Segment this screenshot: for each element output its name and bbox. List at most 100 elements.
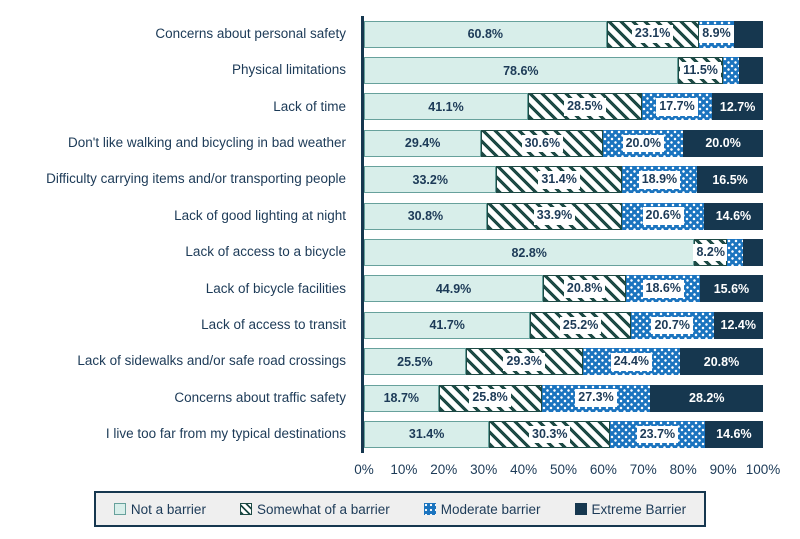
bar-value-label: 41.7% xyxy=(429,318,465,333)
bar-value-label: 41.1% xyxy=(428,99,464,114)
bar-segment-not-a-barrier: 31.4% xyxy=(364,420,490,448)
bar-value-label: 18.7% xyxy=(383,391,420,406)
bar-value-label: 60.8% xyxy=(467,27,504,42)
bar-value-label: 33.2% xyxy=(412,172,448,187)
category-label: Lack of time xyxy=(273,98,346,114)
legend-swatch-icon xyxy=(239,503,252,515)
bar-value-label: 30.6% xyxy=(521,134,564,153)
legend: Not a barrier Somewhat of a barrier Modera… xyxy=(94,491,706,527)
bar-value-label: 25.2% xyxy=(559,316,602,335)
bar-track: 29.4% 30.6% 20.0% 20.0% xyxy=(364,129,763,157)
legend-item-moderate-barrier: Moderate barrier xyxy=(423,501,541,517)
bar-segment-not-a-barrier: 18.7% xyxy=(364,384,439,412)
x-axis-tick: 10% xyxy=(390,462,418,477)
bar-segment-extreme-barrier: 20.0% xyxy=(683,129,763,157)
legend-item-somewhat-of-a-barrier: Somewhat of a barrier xyxy=(239,502,390,517)
bar-segment-moderate-barrier: 24.4% xyxy=(582,348,680,376)
legend-label: Not a barrier xyxy=(130,501,206,517)
bar-track: 30.8% 33.9% 20.6% 14.6% xyxy=(364,202,763,230)
bar-segment-not-a-barrier: 30.8% xyxy=(364,202,487,230)
chart-row: Lack of bicycle facilities 44.9% 20.8% 18.… xyxy=(0,271,800,307)
bar-value-label: 20.0% xyxy=(622,134,665,153)
bar-segment-moderate-barrier: 17.7% xyxy=(641,93,713,121)
bar-segment-somewhat-of-a-barrier: 25.2% xyxy=(530,311,631,339)
bar-segment-extreme-barrier: 12.4% xyxy=(713,311,763,339)
bar-segment-somewhat-of-a-barrier: 33.9% xyxy=(486,202,623,230)
bar-segment-somewhat-of-a-barrier: 31.4% xyxy=(496,166,622,194)
bar-track: 44.9% 20.8% 18.6% 15.6% xyxy=(364,275,763,303)
bar-value-label: 31.4% xyxy=(538,170,580,189)
bar-value-label: 12.7% xyxy=(719,99,756,114)
bar-segment-extreme-barrier xyxy=(739,57,763,85)
bar-segment-not-a-barrier: 82.8% xyxy=(364,239,695,267)
bar-segment-moderate-barrier: 20.7% xyxy=(630,311,714,339)
chart-row: Lack of access to transit 41.7% 25.2% 20.7… xyxy=(0,307,800,343)
bar-value-label: 28.2% xyxy=(689,391,725,406)
bar-track: 25.5% 29.3% 24.4% 20.8% xyxy=(364,348,763,376)
y-axis-line xyxy=(361,16,364,453)
bar-track: 78.6% 11.5% xyxy=(364,57,763,85)
bar-value-label: 29.3% xyxy=(503,352,545,371)
bar-segment-not-a-barrier: 41.7% xyxy=(364,311,531,339)
bar-value-label: 14.6% xyxy=(716,427,752,442)
bar-segment-moderate-barrier: 20.6% xyxy=(622,202,705,230)
category-label: Lack of sidewalks and/or safe road cross… xyxy=(77,353,346,369)
x-axis-tick: 30% xyxy=(470,462,498,477)
category-label: Concerns about traffic safety xyxy=(174,389,346,405)
bar-segment-extreme-barrier: 14.6% xyxy=(704,202,763,230)
chart-row: Lack of access to a bicycle 82.8% 8.2% xyxy=(0,234,800,270)
bar-segment-somewhat-of-a-barrier: 11.5% xyxy=(677,57,724,85)
x-axis-tick: 80% xyxy=(669,462,697,477)
legend-swatch-icon xyxy=(113,503,126,515)
category-label: Concerns about personal safety xyxy=(155,25,346,41)
category-label: Difficulty carrying items and/or transpo… xyxy=(46,171,346,187)
chart-row: Concerns about traffic safety 18.7% 25.8%… xyxy=(0,380,800,416)
category-label: Lack of access to a bicycle xyxy=(185,244,346,260)
x-axis-tick: 60% xyxy=(589,462,617,477)
bar-segment-somewhat-of-a-barrier: 25.8% xyxy=(438,384,542,412)
legend-swatch-icon xyxy=(574,503,587,515)
bar-value-label: 31.4% xyxy=(408,427,445,442)
bar-value-label: 11.5% xyxy=(680,61,721,80)
bar-value-label: 27.3% xyxy=(575,389,617,407)
plot-rows: Concerns about personal safety 60.8% 23.1… xyxy=(0,16,800,453)
x-axis-tick: 20% xyxy=(430,462,458,477)
chart-row: Concerns about personal safety 60.8% 23.1… xyxy=(0,16,800,52)
x-axis-tick: 0% xyxy=(354,462,374,477)
chart-row: I live too far from my typical destinati… xyxy=(0,416,800,452)
bar-value-label: 30.3% xyxy=(529,425,571,444)
bar-track: 41.7% 25.2% 20.7% 12.4% xyxy=(364,311,763,339)
bar-value-label: 23.7% xyxy=(636,425,679,444)
bar-segment-not-a-barrier: 44.9% xyxy=(364,275,544,303)
legend-item-extreme-barrier: Extreme Barrier xyxy=(574,502,686,517)
bar-track: 31.4% 30.3% 23.7% 14.6% xyxy=(364,420,763,448)
bar-value-label: 8.9% xyxy=(699,25,734,43)
bar-segment-moderate-barrier: 18.6% xyxy=(626,275,701,303)
bar-value-label: 20.0% xyxy=(705,136,741,151)
bar-value-label: 20.8% xyxy=(563,280,606,298)
bar-value-label: 20.8% xyxy=(703,354,740,369)
chart-row: Lack of good lighting at night 30.8% 33.9… xyxy=(0,198,800,234)
bar-value-label: 20.6% xyxy=(642,207,684,225)
bar-segment-extreme-barrier: 15.6% xyxy=(700,275,763,303)
chart-row: Difficulty carrying items and/or transpo… xyxy=(0,162,800,198)
bar-segment-moderate-barrier: 18.9% xyxy=(621,166,698,194)
bar-value-label: 33.9% xyxy=(533,207,576,225)
chart-row: Physical limitations 78.6% 11.5% xyxy=(0,52,800,88)
bar-value-label: 8.2% xyxy=(693,243,728,262)
bar-value-label: 14.6% xyxy=(715,209,752,224)
bar-segment-extreme-barrier: 16.5% xyxy=(697,166,763,194)
legend-swatch-icon xyxy=(423,503,436,515)
chart-row: Lack of sidewalks and/or safe road cross… xyxy=(0,344,800,380)
bar-segment-not-a-barrier: 78.6% xyxy=(364,57,678,85)
bar-segment-somewhat-of-a-barrier: 20.8% xyxy=(543,275,627,303)
bar-segment-moderate-barrier xyxy=(723,57,740,85)
x-axis: 0% 10% 20% 30% 40% 50% 60% 70% 80% 90% 100% xyxy=(0,462,800,482)
category-label: Lack of good lighting at night xyxy=(174,207,346,223)
bar-segment-somewhat-of-a-barrier: 30.3% xyxy=(489,420,611,448)
legend-label: Moderate barrier xyxy=(440,501,541,517)
bar-segment-somewhat-of-a-barrier: 30.6% xyxy=(481,129,604,157)
bar-segment-extreme-barrier xyxy=(743,239,763,267)
bar-value-label: 18.9% xyxy=(638,170,681,189)
x-axis-tick: 50% xyxy=(549,462,578,477)
